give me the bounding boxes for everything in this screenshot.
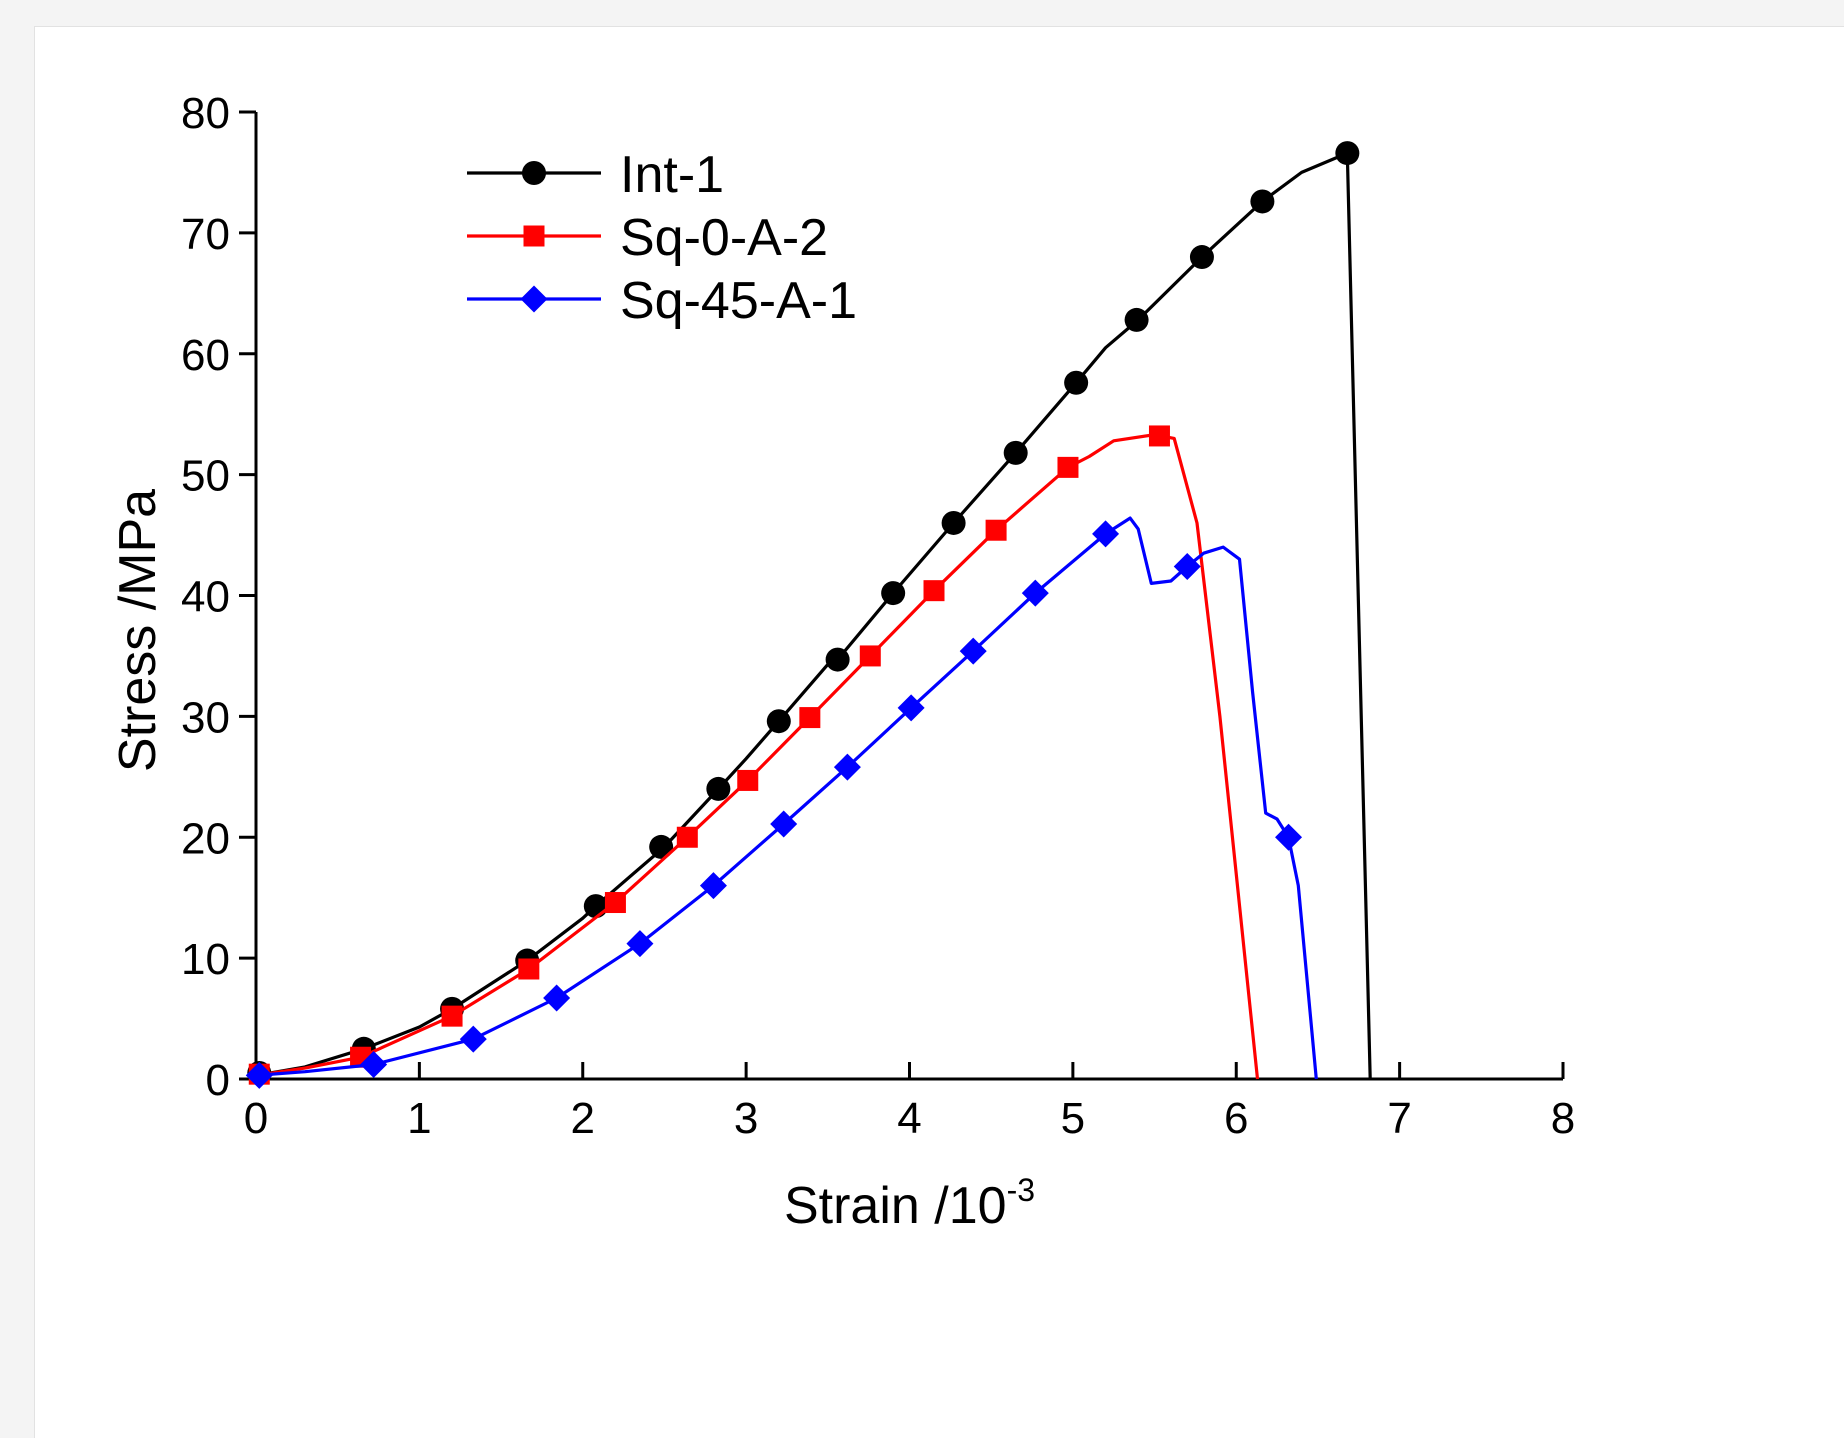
legend-marker — [522, 161, 546, 185]
data-point-sq-45-a-1 — [459, 1025, 487, 1053]
y-tick-label: 50 — [181, 452, 230, 501]
data-point-sq-0-a-2 — [604, 892, 626, 914]
legend-marker — [523, 225, 545, 247]
data-point-int-1 — [1124, 307, 1149, 332]
x-tick-label: 5 — [1061, 1094, 1085, 1143]
x-ticks: 0 1 2 3 4 5 6 7 8 — [244, 1062, 1575, 1143]
data-point-sq-45-a-1 — [543, 984, 571, 1012]
data-point-int-1 — [881, 581, 906, 606]
legend-marker — [520, 285, 548, 313]
data-point-sq-45-a-1 — [1092, 520, 1120, 548]
series-sq-45-a-1 — [245, 516, 1318, 1089]
y-tick-label: 70 — [181, 210, 230, 259]
data-point-sq-45-a-1 — [360, 1050, 388, 1078]
data-point-sq-0-a-2 — [518, 958, 540, 980]
data-point-sq-0-a-2 — [676, 826, 698, 848]
x-tick-label: 2 — [571, 1094, 595, 1143]
data-point-sq-0-a-2 — [859, 645, 881, 667]
y-tick-label: 10 — [181, 935, 230, 984]
y-tick-label: 40 — [181, 573, 230, 622]
y-tick-label: 80 — [181, 89, 230, 138]
data-point-int-1 — [1189, 245, 1214, 270]
legend-label: Sq-0-A-2 — [620, 209, 828, 267]
x-tick-label: 3 — [734, 1094, 758, 1143]
y-tick-label: 20 — [181, 814, 230, 863]
data-point-int-1 — [583, 894, 608, 919]
data-point-int-1 — [766, 709, 791, 734]
legend-item-int-1: Int-1 — [467, 146, 724, 204]
y-tick-label: 60 — [181, 331, 230, 380]
data-point-int-1 — [941, 510, 966, 535]
stress-strain-chart: 0 1 2 3 4 5 6 7 8 0 10 20 30 40 50 60 70 80 Strain /10-3… — [109, 89, 1575, 1235]
data-point-sq-45-a-1 — [699, 872, 727, 900]
x-axis-title-text: Strain /10 — [784, 1177, 1007, 1235]
y-tick-label: 30 — [181, 693, 230, 742]
x-tick-label: 4 — [897, 1094, 921, 1143]
series-layer — [245, 141, 1372, 1089]
data-point-sq-45-a-1 — [959, 637, 987, 665]
x-tick-label: 7 — [1387, 1094, 1411, 1143]
data-point-sq-45-a-1 — [1173, 552, 1201, 580]
x-tick-label: 1 — [407, 1094, 431, 1143]
y-ticks: 0 10 20 30 40 50 60 70 80 — [181, 89, 256, 1105]
data-point-int-1 — [825, 647, 850, 672]
data-point-sq-0-a-2 — [441, 1005, 463, 1027]
x-axis-title-exponent: -3 — [1007, 1172, 1035, 1208]
x-tick-label: 8 — [1551, 1094, 1575, 1143]
legend-label: Sq-45-A-1 — [620, 272, 857, 330]
data-point-sq-45-a-1 — [626, 930, 654, 958]
series-line-sq-45-a-1 — [255, 516, 1318, 1080]
legend-item-sq-0-a-2: Sq-0-A-2 — [467, 209, 828, 267]
data-point-sq-0-a-2 — [923, 580, 945, 602]
data-point-sq-0-a-2 — [799, 707, 821, 729]
y-axis-title: Stress /MPa — [109, 489, 167, 772]
data-point-sq-45-a-1 — [1021, 579, 1049, 607]
data-point-int-1 — [1335, 141, 1360, 166]
data-point-int-1 — [706, 776, 731, 801]
data-point-int-1 — [1064, 370, 1089, 395]
data-point-sq-0-a-2 — [985, 519, 1007, 541]
legend: Int-1Sq-0-A-2Sq-45-A-1 — [467, 146, 857, 330]
legend-item-sq-45-a-1: Sq-45-A-1 — [467, 272, 857, 330]
data-point-int-1 — [1003, 440, 1028, 465]
data-point-sq-45-a-1 — [770, 810, 798, 838]
series-line-sq-0-a-2 — [255, 433, 1260, 1080]
data-point-int-1 — [649, 834, 674, 859]
x-axis-title: Strain /10-3 — [784, 1172, 1035, 1235]
data-point-sq-45-a-1 — [897, 694, 925, 722]
x-tick-label: 0 — [244, 1094, 268, 1143]
data-point-sq-0-a-2 — [1057, 456, 1079, 478]
y-tick-label: 0 — [206, 1056, 230, 1105]
data-point-sq-0-a-2 — [1148, 425, 1170, 447]
x-tick-label: 6 — [1224, 1094, 1248, 1143]
legend-label: Int-1 — [620, 146, 724, 204]
data-point-sq-45-a-1 — [245, 1061, 273, 1089]
data-point-sq-45-a-1 — [833, 753, 861, 781]
data-point-sq-45-a-1 — [1275, 823, 1303, 851]
data-point-sq-0-a-2 — [737, 769, 759, 791]
chart-figure: 0 1 2 3 4 5 6 7 8 0 10 20 30 40 50 60 70 80 Strain /10-3… — [34, 26, 1844, 1438]
data-point-int-1 — [1250, 189, 1275, 214]
